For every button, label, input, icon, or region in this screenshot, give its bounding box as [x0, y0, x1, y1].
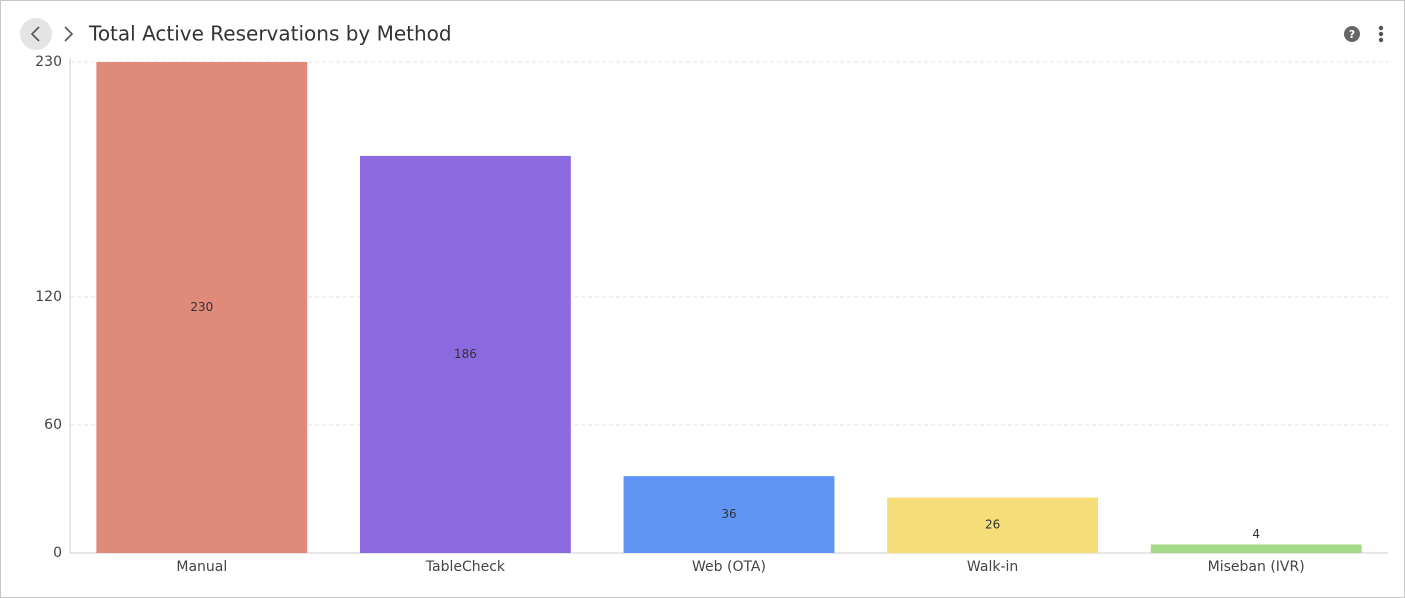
value-label: 230: [190, 300, 213, 314]
bar: [96, 62, 308, 553]
y-tick-label: 230: [35, 54, 62, 70]
help-button[interactable]: ?: [1344, 26, 1360, 42]
chart-title: Total Active Reservations by Method: [88, 22, 452, 46]
forward-button[interactable]: [64, 26, 74, 42]
value-label: 36: [721, 507, 736, 521]
bar: [623, 476, 835, 553]
bar: [359, 155, 571, 554]
back-icon: [30, 26, 40, 42]
menu-dot: [1378, 37, 1384, 43]
bar: [887, 497, 1099, 553]
x-tick-label: Walk-in: [967, 559, 1018, 575]
y-tick-label: 120: [35, 289, 62, 305]
y-tick-label: 0: [53, 545, 62, 561]
x-tick-label: TableCheck: [425, 559, 506, 575]
menu-dot: [1378, 31, 1384, 37]
value-label: 186: [454, 347, 477, 361]
x-tick-label: Web (OTA): [692, 559, 766, 575]
back-button[interactable]: [20, 18, 52, 50]
menu-dot: [1378, 25, 1384, 31]
value-label: 26: [985, 518, 1000, 532]
help-glyph: ?: [1349, 28, 1355, 41]
bar: [1150, 544, 1362, 553]
menu-button[interactable]: [1378, 25, 1384, 43]
x-tick-label: Miseban (IVR): [1208, 559, 1305, 575]
x-tick-label: Manual: [176, 559, 227, 575]
value-label: 4: [1252, 527, 1260, 541]
y-tick-label: 60: [44, 417, 62, 433]
help-icon: [1344, 26, 1360, 42]
